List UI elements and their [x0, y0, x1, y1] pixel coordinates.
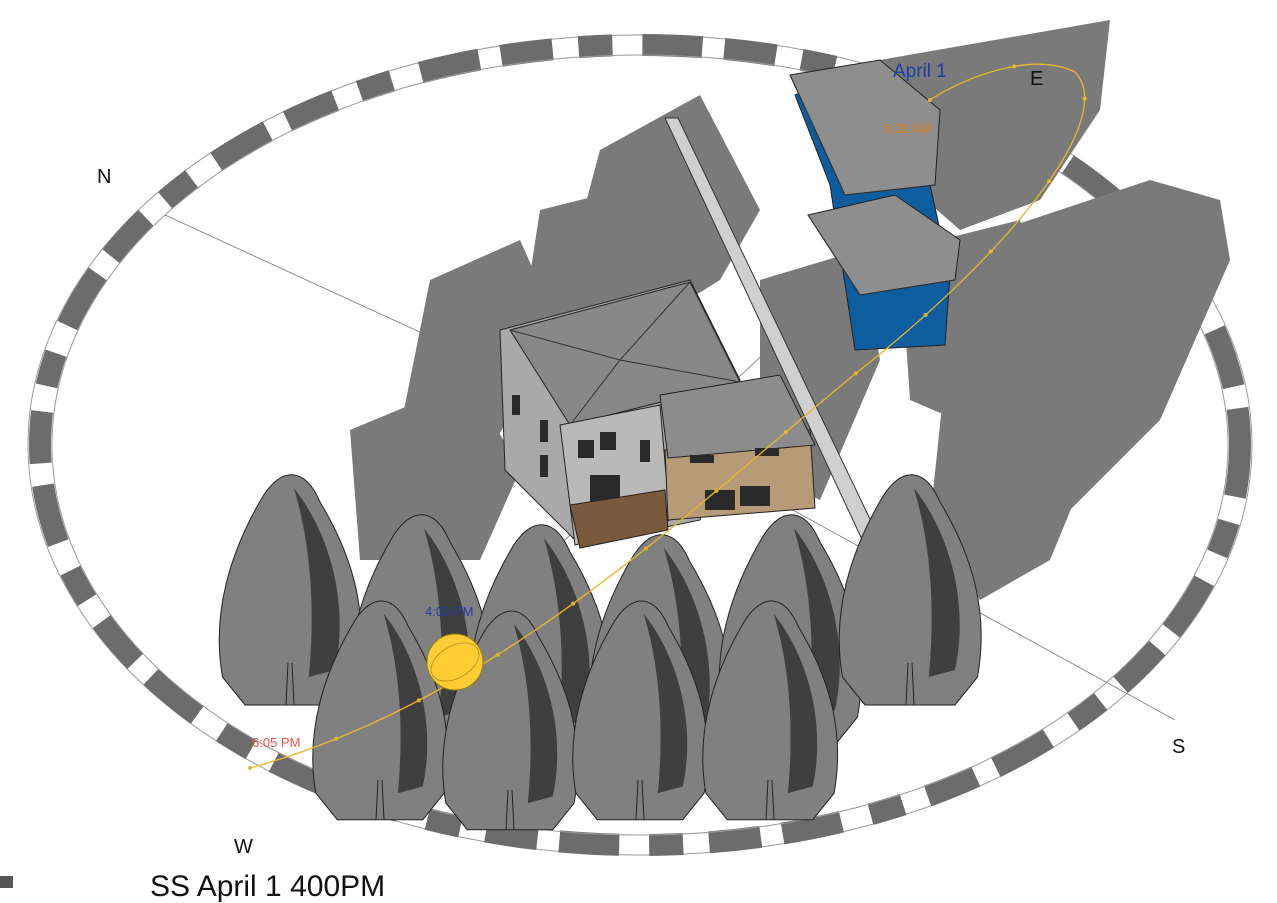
- compass-south-label: S: [1172, 736, 1186, 758]
- sun-path-hour-tick: [853, 371, 858, 376]
- sun-path-hour-tick: [495, 652, 500, 657]
- current-time-label[interactable]: 4:00 PM: [425, 604, 474, 619]
- sun-path-hour-ticks: [248, 64, 1087, 770]
- sun-path-hour-tick: [643, 546, 648, 551]
- sun-path-hour-tick: [928, 98, 932, 102]
- compass-west-label: W: [234, 836, 253, 858]
- sun-path-hour-tick: [714, 488, 719, 493]
- sun-path-hour-tick: [571, 601, 576, 606]
- neighbor-building: [789, 59, 961, 351]
- view-marker-icon: [0, 876, 13, 888]
- sun-path-hour-tick: [334, 736, 339, 741]
- sunset-time-label[interactable]: 6:05 PM: [252, 735, 301, 750]
- sun-path-hour-tick: [248, 766, 252, 770]
- sun-path-hour-tick: [416, 698, 421, 703]
- ground-shadows: [350, 20, 1230, 600]
- sun-path-hour-tick: [1082, 96, 1087, 101]
- sun-icon[interactable]: [424, 633, 485, 691]
- tree: [218, 474, 362, 706]
- sun-path-date-label[interactable]: April 1: [893, 61, 947, 82]
- sun-path-hour-tick: [1047, 179, 1051, 184]
- sun-path-arc[interactable]: [248, 63, 1087, 770]
- tree: [572, 600, 709, 821]
- sun-path-hour-tick: [923, 312, 928, 317]
- sun-path-hour-tick: [783, 430, 788, 434]
- tree-row: [218, 474, 982, 831]
- sunrise-time-label[interactable]: 5:32 AM: [884, 121, 932, 136]
- compass-east-label: E: [1030, 68, 1044, 90]
- tree: [838, 474, 982, 706]
- compass-ring[interactable]: [27, 34, 1253, 856]
- sun-path-hour-tick: [1012, 64, 1017, 69]
- tree: [312, 600, 449, 821]
- compass-north-label: N: [97, 166, 112, 188]
- main-house: [499, 279, 816, 549]
- view-title: SS April 1 400PM: [150, 870, 386, 903]
- sun-path-hour-tick: [988, 249, 993, 254]
- tree: [702, 600, 839, 821]
